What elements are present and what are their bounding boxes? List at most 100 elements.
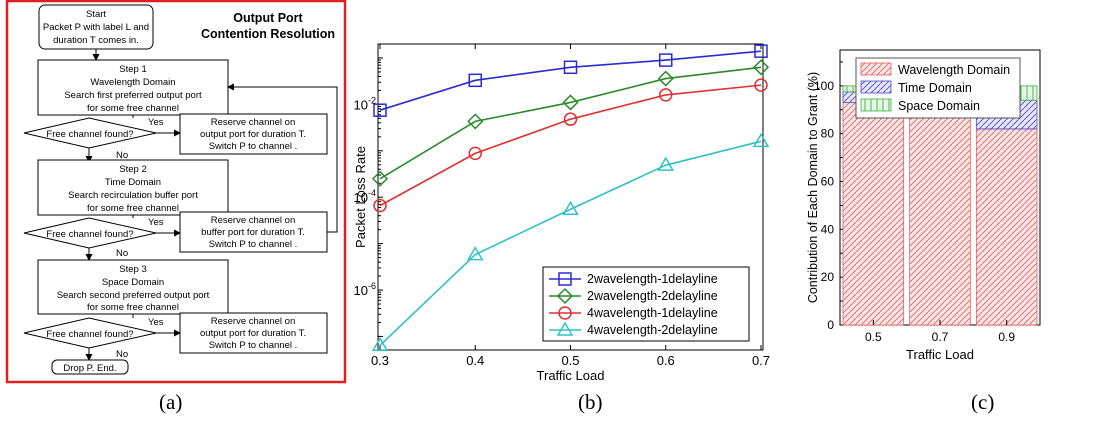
end-box bbox=[51, 359, 129, 375]
data-point bbox=[562, 94, 579, 111]
reserve2-text-1: Reserve channel on bbox=[211, 215, 296, 226]
flowchart-frame bbox=[5, 0, 347, 384]
data-point bbox=[754, 78, 768, 92]
y-tick-label: 60 bbox=[821, 175, 835, 189]
flowchart-title: Output Port bbox=[233, 11, 303, 25]
y-axis-label: Contribution of Each Domain to Grant (%) bbox=[806, 72, 820, 303]
step3-text-2: Space Domain bbox=[102, 277, 164, 288]
x-tick-label: 0.4 bbox=[466, 353, 484, 368]
legend-marker bbox=[558, 272, 572, 286]
step2-text-4: for some free channel bbox=[87, 203, 179, 214]
data-point bbox=[659, 88, 673, 102]
legend-swatch bbox=[860, 80, 892, 94]
x-tick-label: 0.9 bbox=[998, 330, 1015, 344]
data-point bbox=[752, 132, 770, 148]
legend-marker bbox=[556, 321, 574, 336]
reserve1-text-2: output port for duration T. bbox=[200, 129, 306, 140]
legend-swatch bbox=[860, 98, 892, 112]
x-tick-label: 0.7 bbox=[752, 353, 770, 368]
step2-text-1: Step 2 bbox=[119, 164, 146, 175]
step1-text-2: Wavelength Domain bbox=[90, 77, 175, 88]
bar-segment bbox=[909, 116, 971, 326]
x-tick-label: 0.5 bbox=[561, 353, 579, 368]
reserve1-box bbox=[179, 113, 328, 155]
start-text-1: Start bbox=[86, 9, 106, 20]
data-point bbox=[371, 170, 389, 187]
flowchart-title-2: Contention Resolution bbox=[201, 27, 335, 41]
step2-text-3: Search recirculation buffer port bbox=[68, 190, 198, 201]
step3-text-3: Search second preferred output port bbox=[57, 290, 210, 301]
data-point bbox=[562, 200, 579, 215]
caption-b: (b) bbox=[578, 390, 603, 414]
reserve3-box bbox=[179, 312, 328, 354]
legend-label: 2wavelength-1delayline bbox=[587, 272, 718, 286]
reserve1-text-3: Switch P to channel . bbox=[209, 141, 298, 152]
yes-label-3: Yes bbox=[148, 317, 164, 328]
decision3-text: Free channel found? bbox=[46, 329, 133, 340]
data-point bbox=[468, 146, 482, 161]
legend-label: 2wavelength-2delayline bbox=[587, 289, 718, 303]
legend-label: Space Domain bbox=[898, 99, 980, 113]
y-tick-label: 80 bbox=[821, 127, 835, 141]
legend-label: Time Domain bbox=[898, 81, 972, 95]
series-4wavelength-1delayline bbox=[373, 78, 768, 213]
y-axis-label: Packet Loss Rate bbox=[353, 146, 368, 248]
step1-text-3: Search first preferred output port bbox=[64, 90, 202, 101]
x-axis-label: Traffic Load bbox=[537, 368, 605, 383]
legend-label: 4wavelength-1delayline bbox=[587, 306, 718, 320]
reserve1-text-1: Reserve channel on bbox=[211, 117, 296, 128]
x-tick-label: 0.6 bbox=[657, 353, 675, 368]
x-tick-label: 0.5 bbox=[865, 330, 882, 344]
legend-label: Wavelength Domain bbox=[898, 63, 1010, 77]
data-point bbox=[563, 60, 578, 75]
domain-contribution-chart: 0 20 40 60 80 100 0.5 0.7 0.9 Traffic Load Contrib… bbox=[806, 49, 1041, 362]
x-tick-label: 0.7 bbox=[932, 330, 949, 344]
y-tick-label: 40 bbox=[821, 222, 835, 236]
data-point bbox=[659, 53, 673, 67]
yes-label-1: Yes bbox=[148, 117, 164, 128]
y-tick-label: 10-2 bbox=[354, 95, 376, 112]
step1-text-1: Step 1 bbox=[119, 64, 146, 75]
step3-text-4: for some free channel bbox=[87, 302, 179, 313]
data-point bbox=[563, 112, 578, 126]
reserve2-box bbox=[179, 211, 328, 253]
y-tick-label: 100 bbox=[814, 79, 834, 93]
y-tick-label: 20 bbox=[821, 270, 835, 284]
reserve3-text-2: output port for duration T. bbox=[200, 328, 306, 339]
step1-text-4: for some free channel bbox=[87, 103, 179, 114]
series-line bbox=[379, 84, 762, 207]
caption-c: (c) bbox=[971, 390, 995, 414]
series-4wavelength-2delayline bbox=[371, 132, 770, 352]
legend-swatch bbox=[860, 62, 892, 76]
reserve3-text-1: Reserve channel on bbox=[211, 316, 296, 327]
data-point bbox=[657, 156, 675, 171]
data-point bbox=[754, 44, 768, 58]
start-text-2: Packet P with label L and bbox=[43, 22, 149, 33]
no-label-2: No bbox=[116, 248, 128, 259]
data-point bbox=[752, 59, 770, 76]
series-2wavelength-2delayline bbox=[371, 59, 770, 187]
start-text-3: duration T comes in. bbox=[53, 35, 139, 46]
data-point bbox=[467, 113, 484, 130]
x-tick-label: 0.3 bbox=[371, 353, 389, 368]
step3-text-1: Step 3 bbox=[119, 264, 146, 275]
data-point bbox=[373, 198, 387, 213]
series-line bbox=[379, 50, 762, 111]
decision2-text: Free channel found? bbox=[46, 229, 133, 240]
y-tick-label: 0 bbox=[827, 318, 834, 332]
flowchart: Output Port Contention Resolution Start … bbox=[5, 0, 347, 384]
y-tick-label: 10-6 bbox=[354, 281, 376, 298]
reserve2-text-3: Switch P to channel . bbox=[209, 239, 298, 250]
step1-box bbox=[37, 59, 229, 116]
reserve2-text-2: buffer port for duration T. bbox=[201, 227, 305, 238]
data-point bbox=[466, 246, 484, 261]
step2-box bbox=[37, 159, 229, 216]
data-point bbox=[371, 336, 389, 352]
data-point bbox=[373, 103, 387, 117]
data-point bbox=[657, 70, 674, 87]
no-label-3: No bbox=[116, 349, 128, 360]
end-text: Drop P. End. bbox=[63, 363, 116, 374]
decision1-text: Free channel found? bbox=[46, 129, 133, 140]
caption-a: (a) bbox=[159, 390, 183, 414]
series-line bbox=[379, 140, 762, 347]
